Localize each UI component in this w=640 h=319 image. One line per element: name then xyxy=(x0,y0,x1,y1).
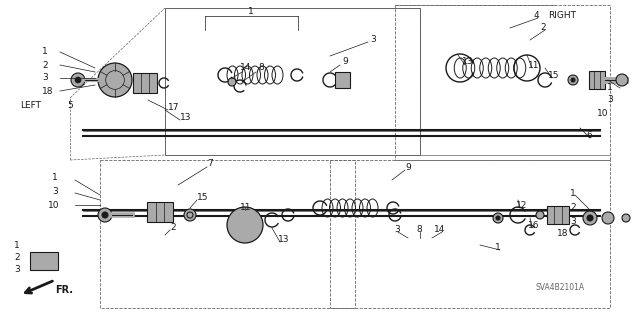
Bar xyxy=(330,160,610,308)
Text: 2: 2 xyxy=(14,254,20,263)
Circle shape xyxy=(71,73,85,87)
Text: 3: 3 xyxy=(14,265,20,275)
Text: 3: 3 xyxy=(42,73,48,83)
Bar xyxy=(100,160,355,308)
Text: 9: 9 xyxy=(342,57,348,66)
Circle shape xyxy=(227,207,263,243)
Circle shape xyxy=(602,212,614,224)
Text: RIGHT: RIGHT xyxy=(548,11,576,19)
Text: 1: 1 xyxy=(248,8,253,17)
Text: 1: 1 xyxy=(52,174,58,182)
Text: 13: 13 xyxy=(278,235,289,244)
Bar xyxy=(133,73,157,93)
Bar xyxy=(589,71,605,89)
Text: 18: 18 xyxy=(557,229,568,239)
Bar xyxy=(30,252,58,270)
Text: 12: 12 xyxy=(516,201,527,210)
Text: 11: 11 xyxy=(528,61,540,70)
Circle shape xyxy=(228,78,236,86)
Bar xyxy=(547,206,569,224)
Circle shape xyxy=(184,209,196,221)
Text: 1: 1 xyxy=(495,243,500,253)
Bar xyxy=(335,72,350,88)
Text: 14: 14 xyxy=(434,226,445,234)
Circle shape xyxy=(568,75,578,85)
Text: 15: 15 xyxy=(197,192,209,202)
Text: 3: 3 xyxy=(570,217,576,226)
Text: 10: 10 xyxy=(597,108,609,117)
Circle shape xyxy=(571,78,575,82)
Text: 1: 1 xyxy=(607,83,612,92)
Text: LEFT: LEFT xyxy=(20,100,41,109)
Circle shape xyxy=(536,211,544,219)
Text: 2: 2 xyxy=(42,61,47,70)
Text: 6: 6 xyxy=(586,130,592,139)
Text: 1: 1 xyxy=(42,48,48,56)
Text: SVA4B2101A: SVA4B2101A xyxy=(535,284,584,293)
Text: 14: 14 xyxy=(240,63,252,72)
Text: 1: 1 xyxy=(14,241,20,249)
Bar xyxy=(395,5,610,160)
Text: 17: 17 xyxy=(168,102,179,112)
Text: 4: 4 xyxy=(534,11,540,19)
Bar xyxy=(147,202,173,222)
Circle shape xyxy=(98,208,112,222)
Circle shape xyxy=(622,214,630,222)
Text: 7: 7 xyxy=(207,160,212,168)
Text: 3: 3 xyxy=(52,188,58,197)
Circle shape xyxy=(98,63,132,97)
Text: 3: 3 xyxy=(394,226,400,234)
Text: 3: 3 xyxy=(607,95,612,105)
Text: 2: 2 xyxy=(170,224,175,233)
Text: 1: 1 xyxy=(570,189,576,197)
Text: 2: 2 xyxy=(570,203,575,211)
Circle shape xyxy=(616,74,628,86)
Text: 5: 5 xyxy=(67,100,73,109)
Text: 13: 13 xyxy=(180,114,191,122)
Circle shape xyxy=(102,212,108,218)
Text: 3: 3 xyxy=(370,35,376,44)
Circle shape xyxy=(493,213,503,223)
Circle shape xyxy=(496,216,500,220)
Text: 8: 8 xyxy=(416,226,422,234)
Circle shape xyxy=(75,77,81,83)
Text: 13: 13 xyxy=(462,57,474,66)
Text: 10: 10 xyxy=(48,202,60,211)
Text: 2: 2 xyxy=(540,24,546,33)
Text: 16: 16 xyxy=(528,220,540,229)
Bar xyxy=(165,8,420,155)
Circle shape xyxy=(583,211,597,225)
Text: 15: 15 xyxy=(548,70,559,79)
Text: 9: 9 xyxy=(405,162,411,172)
Text: 8: 8 xyxy=(258,63,264,72)
Text: 11: 11 xyxy=(240,203,252,211)
Text: FR.: FR. xyxy=(55,285,73,295)
Text: 18: 18 xyxy=(42,86,54,95)
Circle shape xyxy=(587,215,593,221)
